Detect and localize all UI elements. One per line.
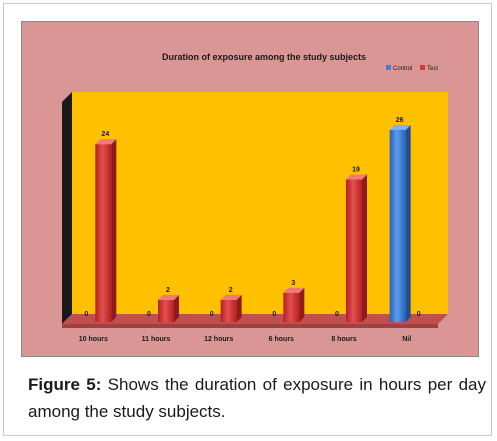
bar-test-side <box>236 294 242 322</box>
legend-swatch-test <box>420 65 425 70</box>
bar-test-side <box>174 294 179 322</box>
caption-text: Shows the duration of exposure in hours … <box>28 375 486 421</box>
data-label-control: 0 <box>272 311 276 318</box>
chart-container: Duration of exposure among the study sub… <box>21 21 479 357</box>
bar-test-side <box>362 174 367 322</box>
bar-control-top <box>389 125 411 130</box>
side-wall <box>62 92 72 324</box>
bar-control-side <box>405 125 411 322</box>
caption-label: Figure 5: <box>28 375 102 394</box>
figure-frame: Duration of exposure among the study sub… <box>3 3 492 436</box>
x-tick-label: 6 hours <box>269 336 294 343</box>
bar-test-front <box>346 179 362 322</box>
bar-test-front <box>220 299 237 322</box>
legend-label-control: Control <box>393 66 412 72</box>
bar-test-front <box>283 292 300 322</box>
data-label-control: 26 <box>396 117 404 124</box>
legend-label-test: Test <box>427 66 438 72</box>
floor-front-edge <box>62 324 438 328</box>
figure-caption: Figure 5: Shows the duration of exposure… <box>28 371 486 425</box>
data-label-control: 0 <box>147 311 151 318</box>
bar-test-top <box>95 139 117 145</box>
data-label-test: 0 <box>417 311 421 318</box>
data-label-test: 2 <box>229 287 233 294</box>
data-label-test: 24 <box>101 131 109 138</box>
x-tick-label: Nil <box>402 336 411 343</box>
bar-chart: Duration of exposure among the study sub… <box>22 22 478 356</box>
bar-test-front <box>158 299 174 322</box>
bar-test-side <box>111 139 117 322</box>
data-label-test: 2 <box>166 287 170 294</box>
legend-swatch-control <box>386 65 391 70</box>
bar-test-front <box>95 144 112 322</box>
x-tick-label: 11 hours <box>142 336 171 343</box>
x-tick-label: 10 hours <box>79 336 108 343</box>
x-tick-label: 12 hours <box>204 336 233 343</box>
data-label-control: 0 <box>84 311 88 318</box>
bar-test-top <box>220 294 242 300</box>
plot-wall <box>72 92 448 314</box>
data-label-control: 0 <box>210 311 214 318</box>
bar-test-top <box>346 174 367 180</box>
bar-control-front <box>389 130 406 322</box>
data-label-control: 0 <box>335 311 339 318</box>
bar-test-side <box>299 287 305 322</box>
chart-title: Duration of exposure among the study sub… <box>162 52 366 62</box>
legend: Control Test <box>386 65 438 72</box>
bar-test-top <box>283 287 305 293</box>
bar-test-top <box>158 294 179 300</box>
x-tick-label: 8 hours <box>331 336 356 343</box>
data-label-test: 3 <box>291 280 295 287</box>
data-label-test: 19 <box>352 167 360 174</box>
